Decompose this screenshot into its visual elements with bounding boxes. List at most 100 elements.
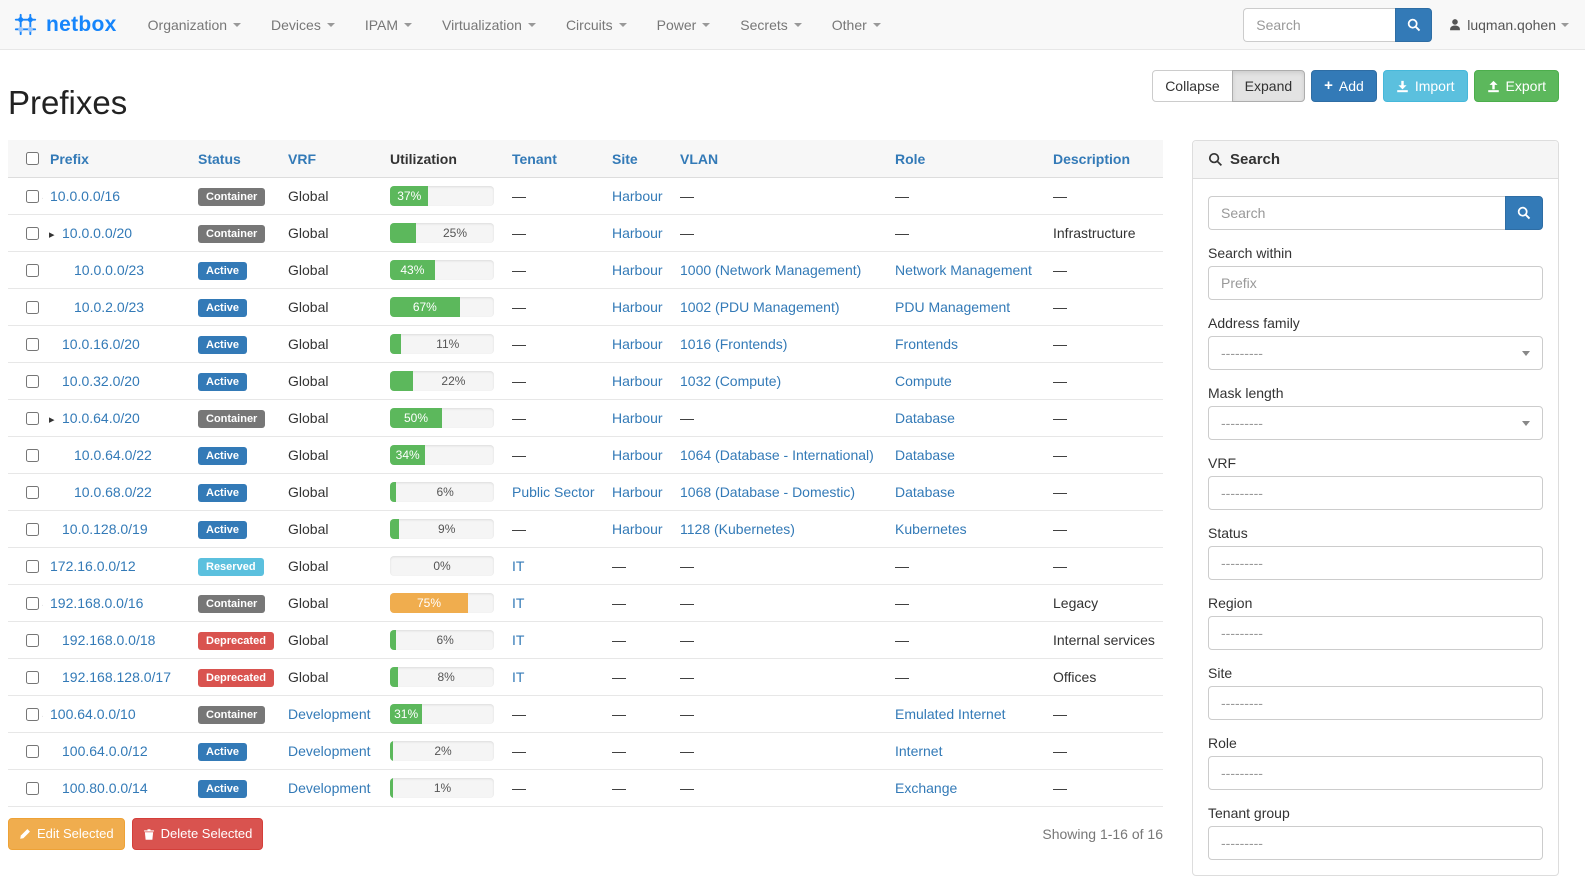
user-menu[interactable]: luqman.qohen — [1448, 17, 1569, 33]
export-button[interactable]: Export — [1473, 70, 1559, 102]
prefix-link[interactable]: 10.0.16.0/20 — [62, 336, 140, 352]
prefix-link[interactable]: 192.168.0.0/18 — [62, 632, 156, 648]
cell-link[interactable]: Emulated Internet — [895, 706, 1006, 722]
cell-link[interactable]: Kubernetes — [895, 521, 967, 537]
row-checkbox[interactable] — [26, 744, 39, 758]
cell-link[interactable]: Harbour — [612, 484, 663, 500]
cell-link[interactable]: Harbour — [612, 299, 663, 315]
prefix-link[interactable]: 100.64.0.0/10 — [50, 706, 136, 722]
cell-link[interactable]: IT — [512, 595, 525, 611]
nav-menu-circuits[interactable]: Circuits — [551, 1, 642, 49]
prefix-link[interactable]: 10.0.68.0/22 — [74, 484, 152, 500]
row-checkbox[interactable] — [26, 300, 39, 314]
row-checkbox[interactable] — [26, 448, 39, 462]
cell-link[interactable]: 1128 (Kubernetes) — [680, 521, 795, 537]
row-checkbox[interactable] — [26, 522, 39, 536]
cell-link[interactable]: 1016 (Frontends) — [680, 336, 788, 352]
cell-link[interactable]: 1068 (Database - Domestic) — [680, 484, 856, 500]
cell-link[interactable]: Database — [895, 484, 955, 500]
edit-selected-button[interactable]: Edit Selected — [8, 818, 125, 850]
cell-link[interactable]: Public Sector — [512, 484, 595, 500]
cell-link[interactable]: Development — [288, 780, 371, 796]
navbar-search-button[interactable] — [1395, 7, 1433, 42]
cell-link[interactable]: IT — [512, 632, 525, 648]
row-checkbox[interactable] — [26, 670, 39, 684]
cell-link[interactable]: Harbour — [612, 188, 663, 204]
cell-link[interactable]: IT — [512, 669, 525, 685]
row-checkbox[interactable] — [26, 374, 39, 388]
cell-link[interactable]: Harbour — [612, 373, 663, 389]
cell-link[interactable]: Harbour — [612, 336, 663, 352]
sidebar-search-input[interactable] — [1208, 196, 1505, 230]
cell-link[interactable]: Database — [895, 410, 955, 426]
cell-link[interactable]: Harbour — [612, 447, 663, 463]
cell-link[interactable]: Database — [895, 447, 955, 463]
column-header-site[interactable]: Site — [612, 150, 638, 167]
cell-link[interactable]: Harbour — [612, 521, 663, 537]
column-header-prefix[interactable]: Prefix — [50, 150, 89, 167]
cell-link[interactable]: Frontends — [895, 336, 959, 352]
row-checkbox[interactable] — [26, 707, 39, 721]
row-checkbox[interactable] — [26, 263, 39, 277]
cell-link[interactable]: PDU Management — [895, 299, 1011, 315]
add-button[interactable]: + Add — [1311, 70, 1377, 102]
row-checkbox[interactable] — [26, 559, 39, 573]
prefix-link[interactable]: 172.16.0.0/12 — [50, 558, 136, 574]
cell-link[interactable]: Internet — [895, 743, 943, 759]
column-header-status[interactable]: Status — [198, 150, 241, 167]
tenant-group-select[interactable]: --------- — [1208, 826, 1543, 860]
address-family-select[interactable]: --------- — [1208, 336, 1543, 370]
cell-link[interactable]: Compute — [895, 373, 952, 389]
row-checkbox[interactable] — [26, 411, 39, 425]
role-select[interactable]: --------- — [1208, 756, 1543, 790]
vrf-select[interactable]: --------- — [1208, 476, 1543, 510]
prefix-link[interactable]: 192.168.0.0/16 — [50, 595, 144, 611]
row-checkbox[interactable] — [26, 337, 39, 351]
nav-menu-devices[interactable]: Devices — [256, 1, 350, 49]
select-all-checkbox[interactable] — [26, 152, 39, 165]
delete-selected-button[interactable]: Delete Selected — [131, 818, 264, 850]
nav-menu-secrets[interactable]: Secrets — [725, 1, 816, 49]
expand-button[interactable]: Expand — [1231, 70, 1306, 102]
prefix-link[interactable]: 10.0.2.0/23 — [74, 299, 145, 315]
status-select[interactable]: --------- — [1208, 546, 1543, 580]
cell-link[interactable]: Development — [288, 706, 371, 722]
mask-length-select[interactable]: --------- — [1208, 406, 1543, 440]
cell-link[interactable]: Harbour — [612, 225, 663, 241]
cell-link[interactable]: Harbour — [612, 262, 663, 278]
cell-link[interactable]: 1002 (PDU Management) — [680, 299, 840, 315]
prefix-link[interactable]: 10.0.32.0/20 — [62, 373, 140, 389]
navbar-search-input[interactable] — [1243, 7, 1396, 42]
cell-link[interactable]: Development — [288, 743, 371, 759]
cell-link[interactable]: IT — [512, 558, 525, 574]
nav-menu-other[interactable]: Other — [817, 1, 896, 49]
row-checkbox[interactable] — [26, 781, 39, 795]
nav-menu-ipam[interactable]: IPAM — [350, 1, 427, 49]
cell-link[interactable]: 1032 (Compute) — [680, 373, 782, 389]
import-button[interactable]: Import — [1382, 70, 1468, 102]
netbox-brand[interactable]: netbox — [0, 11, 133, 38]
sidebar-search-button[interactable] — [1505, 196, 1543, 230]
cell-link[interactable]: Exchange — [895, 780, 958, 796]
nav-menu-virtualization[interactable]: Virtualization — [427, 1, 551, 49]
region-select[interactable]: --------- — [1208, 616, 1543, 650]
prefix-link[interactable]: 10.0.0.0/20 — [62, 225, 133, 241]
search-within-input[interactable] — [1208, 266, 1543, 300]
row-checkbox[interactable] — [26, 189, 39, 203]
site-select[interactable]: --------- — [1208, 686, 1543, 720]
cell-link[interactable]: Network Management — [895, 262, 1032, 278]
prefix-link[interactable]: 100.80.0.0/14 — [62, 780, 148, 796]
row-checkbox[interactable] — [26, 596, 39, 610]
nav-menu-power[interactable]: Power — [642, 1, 726, 49]
column-header-role[interactable]: Role — [895, 150, 926, 167]
row-checkbox[interactable] — [26, 226, 39, 240]
prefix-link[interactable]: 10.0.0.0/23 — [74, 262, 145, 278]
nav-menu-organization[interactable]: Organization — [133, 1, 256, 49]
column-header-vlan[interactable]: VLAN — [680, 150, 719, 167]
cell-link[interactable]: 1064 (Database - International) — [680, 447, 874, 463]
prefix-link[interactable]: 10.0.0.0/16 — [50, 188, 121, 204]
row-checkbox[interactable] — [26, 633, 39, 647]
collapse-button[interactable]: Collapse — [1152, 70, 1233, 102]
column-header-tenant[interactable]: Tenant — [512, 150, 557, 167]
prefix-link[interactable]: 10.0.64.0/22 — [74, 447, 152, 463]
